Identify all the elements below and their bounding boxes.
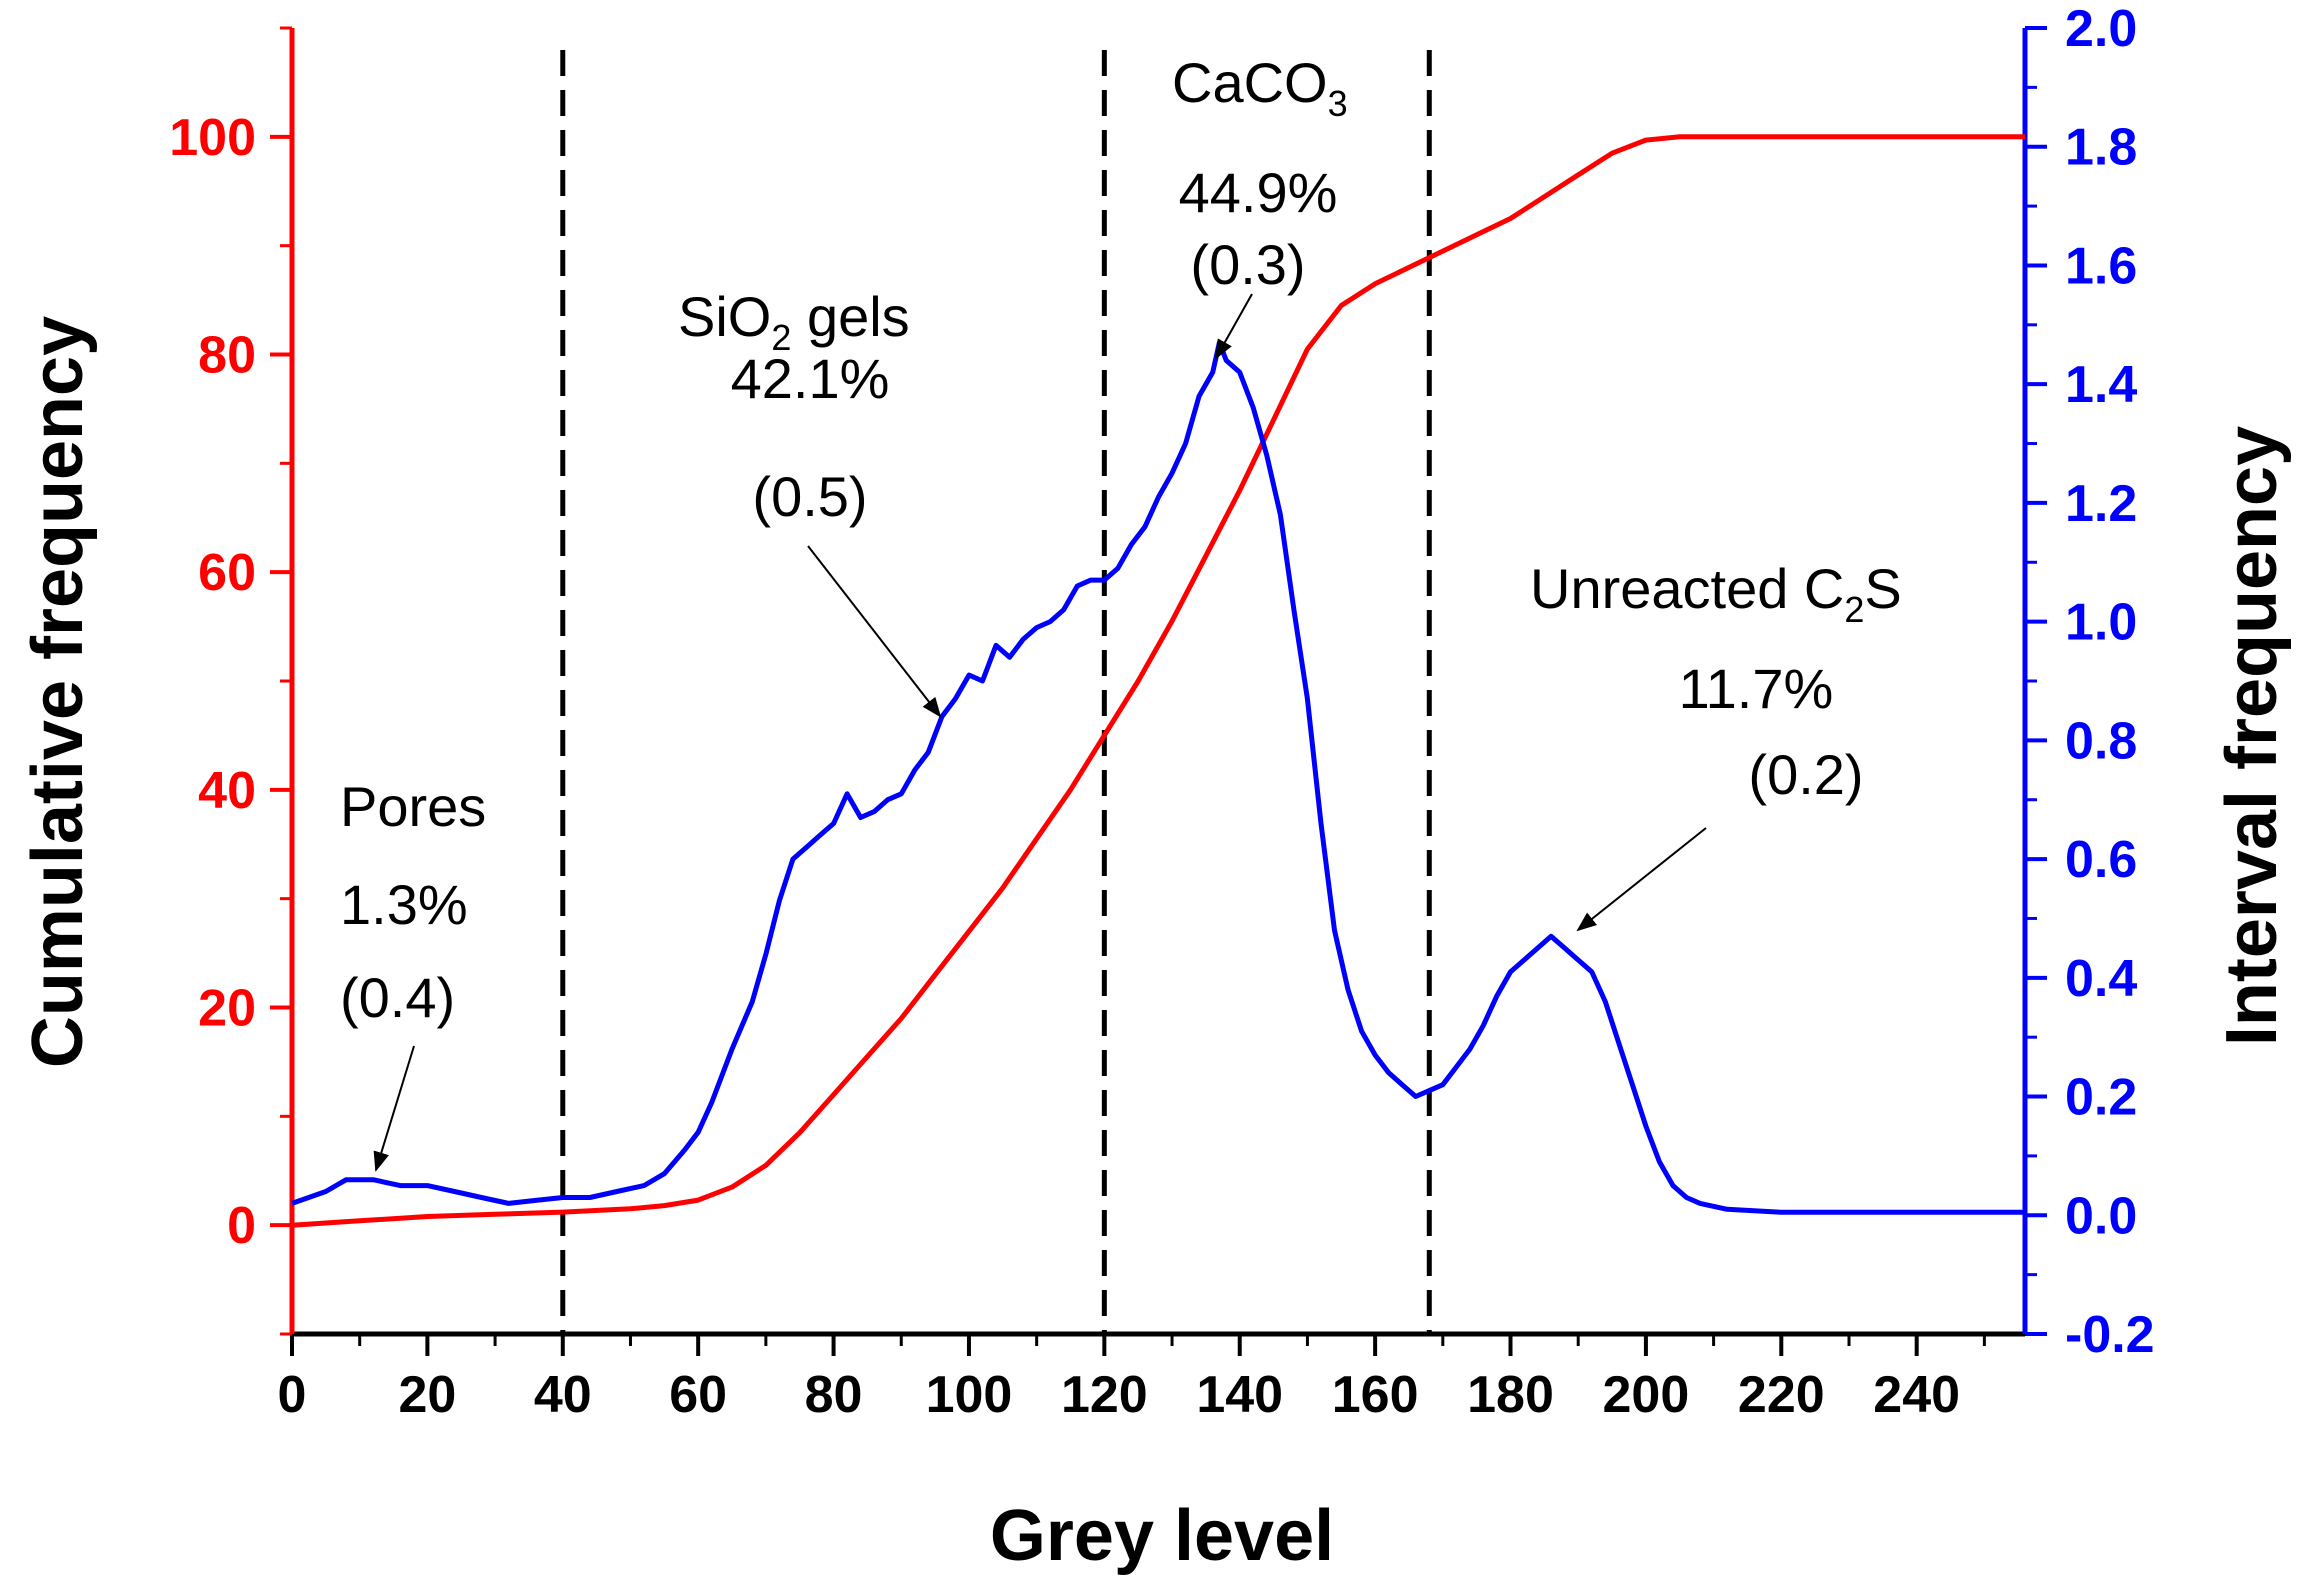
annotation-caco3-percent: 44.9%	[1179, 161, 1338, 224]
right-tick-label: 1.2	[2065, 475, 2137, 533]
x-tick-label: 120	[1061, 1366, 1148, 1424]
right-tick-label: 0.0	[2065, 1187, 2137, 1245]
left-tick-label: 60	[198, 544, 256, 602]
x-tick-label: 0	[278, 1366, 307, 1424]
left-axis-title: Cumulative frequency	[18, 316, 98, 1068]
annotation-unreacted-c2s-value: (0.2)	[1748, 743, 1863, 806]
x-tick-label: 160	[1332, 1366, 1419, 1424]
left-tick-label: 0	[227, 1197, 256, 1255]
annotation-pores-value: (0.4)	[340, 966, 455, 1029]
x-tick-label: 100	[926, 1366, 1013, 1424]
x-tick-label: 60	[669, 1366, 727, 1424]
annotation-sio2-gels-percent: 42.1%	[731, 347, 890, 410]
annotation-unreacted-c2s: Unreacted C2S 11.7% (0.2)	[1530, 557, 1902, 932]
interval-frequency-line	[291, 340, 2025, 1215]
annotation-sio2-gels-name: SiO2 gels	[678, 285, 910, 358]
right-tick-label: 0.8	[2065, 712, 2137, 770]
x-tick-label: 20	[398, 1366, 456, 1424]
annotation-caco3-arrow	[1215, 293, 1253, 360]
annotation-caco3: CaCO3 44.9% (0.3)	[1172, 51, 1348, 360]
x-axis-title: Grey level	[990, 1496, 1334, 1576]
left-tick-label: 80	[198, 327, 256, 385]
left-tick-label: 100	[169, 109, 256, 167]
annotation-sio2-gels-arrow	[807, 545, 942, 718]
right-tick-label: 1.0	[2065, 594, 2137, 652]
dividers-layer	[560, 50, 1432, 1334]
annotation-unreacted-c2s-name: Unreacted C2S	[1530, 557, 1902, 630]
x-tick-label: 140	[1196, 1366, 1283, 1424]
annotation-pores-percent: 1.3%	[340, 873, 468, 936]
right-tick-label: 2.0	[2065, 0, 2137, 58]
right-tick-label: 0.6	[2065, 831, 2137, 889]
annotation-unreacted-c2s-arrow	[1576, 827, 1707, 932]
right-tick-label: 0.2	[2065, 1069, 2137, 1127]
annotation-caco3-name: CaCO3	[1172, 51, 1348, 124]
annotation-pores-arrow	[373, 1045, 415, 1172]
annotation-sio2-gels-value: (0.5)	[752, 465, 867, 528]
right-tick-label: 1.8	[2065, 119, 2137, 177]
right-tick-label: 0.4	[2065, 950, 2137, 1008]
right-tick-label: 1.6	[2065, 237, 2137, 295]
annotation-pores-name: Pores	[340, 775, 486, 838]
series-layer	[291, 134, 2025, 1228]
x-tick-label: 220	[1738, 1366, 1825, 1424]
right-tick-label: -0.2	[2065, 1306, 2155, 1364]
annotation-caco3-value: (0.3)	[1190, 233, 1305, 296]
ticks-layer: 0 20 40 60 80 100 120 140 160 180 200 220 240 0 20 40 60…	[169, 0, 2154, 1424]
x-tick-label: 200	[1603, 1366, 1690, 1424]
right-tick-label: 1.4	[2065, 356, 2137, 414]
left-tick-label: 40	[198, 762, 256, 820]
right-axis-title: Interval frequency	[2212, 426, 2292, 1046]
annotation-pores: Pores 1.3% (0.4)	[340, 775, 486, 1172]
annotation-unreacted-c2s-percent: 11.7%	[1679, 657, 1834, 720]
x-tick-label: 40	[534, 1366, 592, 1424]
x-tick-label: 240	[1873, 1366, 1960, 1424]
left-tick-label: 20	[198, 980, 256, 1038]
cumulative-frequency-line	[291, 134, 2025, 1228]
annotation-sio2-gels: SiO2 gels 42.1% (0.5)	[678, 285, 942, 718]
x-tick-label: 80	[805, 1366, 863, 1424]
x-tick-label: 180	[1467, 1366, 1554, 1424]
